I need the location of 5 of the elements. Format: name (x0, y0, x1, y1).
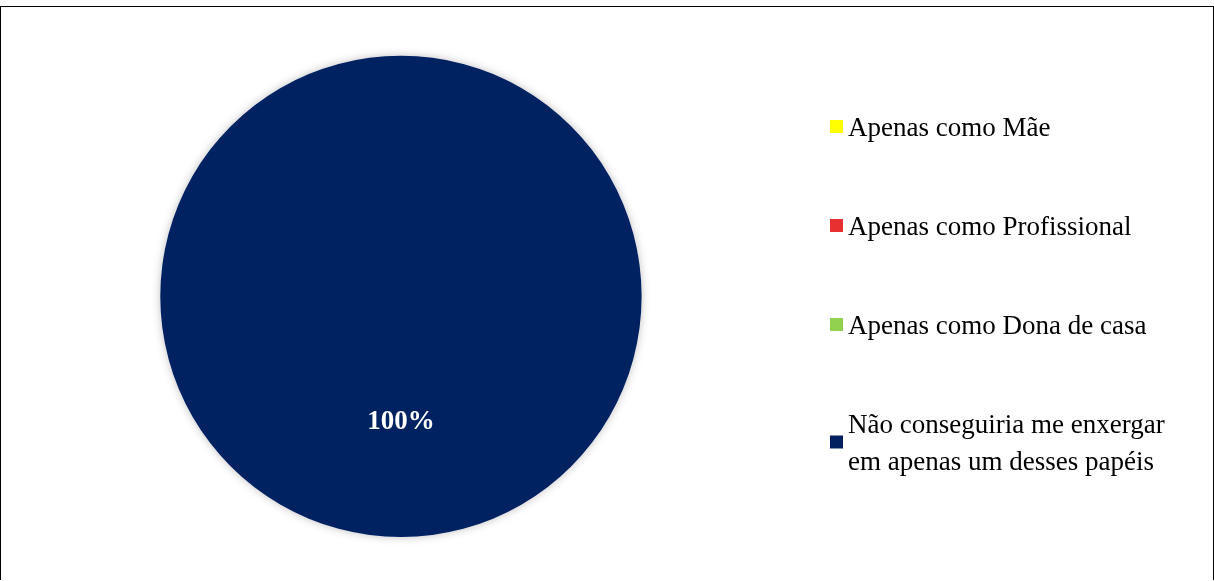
legend-label: Não conseguiria me enxergar em apenas um desses papéis (848, 408, 1172, 476)
legend-label: Apenas como Dona de casa (848, 309, 1147, 340)
legend-label: Apenas como Mãe (848, 111, 1051, 142)
legend-label: Apenas como Profissional (848, 210, 1132, 241)
data-label: 100% (367, 404, 435, 435)
